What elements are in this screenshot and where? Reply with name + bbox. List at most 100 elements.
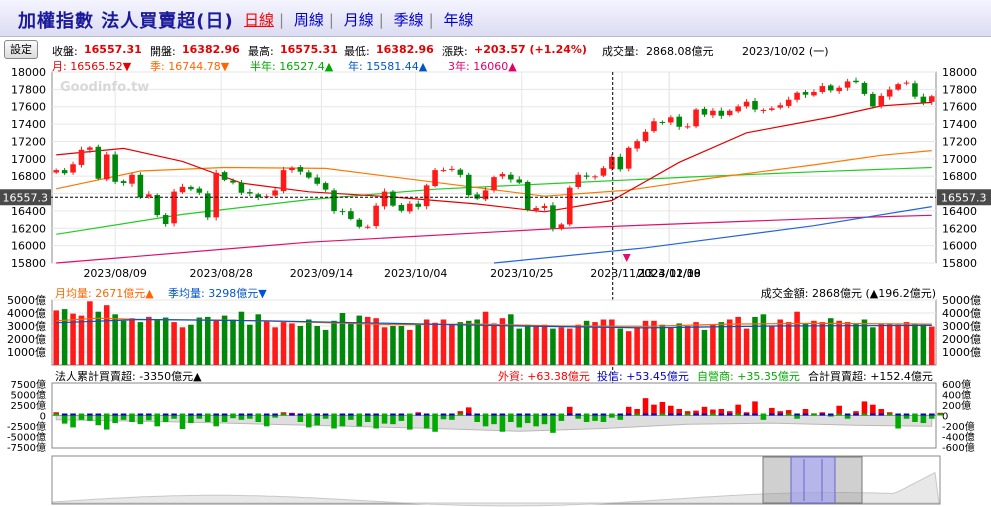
volume-bar <box>583 320 590 365</box>
candle-body <box>457 169 464 175</box>
net-flow-bar <box>802 409 809 416</box>
candle-body <box>61 170 68 174</box>
net-flow-bar <box>61 415 68 424</box>
ma-year-label: 年: 15581.44▲ <box>348 60 428 73</box>
volume-bar <box>331 320 337 365</box>
net-flow-bar <box>760 415 767 420</box>
volume-bar <box>188 324 194 365</box>
net-flow-bar <box>508 415 514 422</box>
trust-dealer-bar <box>836 413 842 416</box>
trust-dealer-bar <box>364 413 371 416</box>
tab-quarterly[interactable]: 季線 <box>393 11 424 29</box>
trust-dealer-bar <box>289 413 295 416</box>
trust-dealer-bar <box>373 413 379 416</box>
candle-body <box>221 172 228 180</box>
volume-bar <box>95 311 102 365</box>
volume-bar <box>533 326 539 365</box>
ma-line-ma120 <box>56 166 932 235</box>
trust-dealer-bar <box>903 413 910 416</box>
candle-body <box>802 92 809 95</box>
flow-tick-label-right: -600億 <box>942 441 975 454</box>
flow-tick-label: 0 <box>40 412 46 423</box>
candle-body <box>541 206 548 209</box>
candle-body <box>827 85 834 91</box>
flow-legend-1: 投信: +53.45億元 <box>597 369 689 383</box>
candle-body <box>449 168 455 170</box>
candle-body <box>390 191 396 206</box>
candle-body <box>364 226 371 228</box>
volume-tick-label-right: 3000億 <box>942 320 981 333</box>
trust-dealer-bar <box>120 413 127 416</box>
trust-dealer-bar <box>146 413 152 416</box>
candle-body <box>322 183 329 190</box>
net-flow-bar <box>642 398 649 416</box>
date-tick-label: 2024/01/08 <box>637 267 700 280</box>
volume-legend-month: 月均量: 2671億元▲ <box>55 287 154 300</box>
candle-body <box>735 106 741 112</box>
trust-dealer-bar <box>398 413 405 416</box>
volume-bar <box>575 324 581 365</box>
net-flow-bar <box>162 415 169 422</box>
low-label: 最低: <box>344 45 370 58</box>
volume-bar <box>238 311 245 365</box>
quote-date: 2023/10/02 (一) <box>742 45 829 58</box>
trust-dealer-bar <box>575 413 581 416</box>
trust-dealer-bar <box>701 413 708 416</box>
close-value: 16557.31 <box>84 43 142 56</box>
candle-body <box>331 190 337 212</box>
volume-bar <box>558 327 565 365</box>
trust-dealer-bar <box>693 413 699 416</box>
volume-bar <box>811 320 817 365</box>
trust-dealer-bar <box>449 413 455 416</box>
volume-bar <box>322 329 329 365</box>
trust-dealer-bar <box>137 413 144 416</box>
net-flow-bar <box>524 415 531 424</box>
trust-dealer-bar <box>87 413 93 416</box>
trust-dealer-bar <box>103 413 110 416</box>
candle-body <box>550 205 556 229</box>
candle-body <box>819 86 826 92</box>
trust-dealer-bar <box>886 413 893 416</box>
selected-day-marker <box>622 254 631 262</box>
trust-dealer-bar <box>213 413 219 416</box>
price-tick-label: 17000 <box>11 153 46 166</box>
net-flow-bar <box>112 415 118 424</box>
flow-legend-0: 外資: +63.38億元 <box>498 370 590 383</box>
trust-dealer-bar <box>785 413 792 416</box>
trust-dealer-bar <box>196 413 203 416</box>
net-flow-bar <box>331 415 337 429</box>
candle-body <box>743 101 750 107</box>
candle-body <box>853 80 859 83</box>
volume-bar <box>415 324 422 365</box>
settings-button[interactable]: 設定 <box>4 40 38 59</box>
net-flow-bar <box>373 415 379 429</box>
net-flow-bar <box>592 415 598 421</box>
price-tick-label: 18000 <box>11 66 46 79</box>
net-flow-bar <box>625 406 632 416</box>
trust-dealer-bar <box>423 413 430 416</box>
candle-body <box>398 204 405 211</box>
trust-dealer-bar <box>314 413 320 416</box>
net-flow-bar <box>398 415 405 421</box>
tab-yearly[interactable]: 年線 <box>443 11 474 29</box>
price-tick-label-right: 16200 <box>942 222 977 235</box>
price-tick-label-right: 17600 <box>942 101 977 114</box>
volume-bar <box>120 320 127 365</box>
candle-body <box>204 193 211 218</box>
tab-monthly[interactable]: 月線 <box>343 11 374 29</box>
net-flow-bar <box>263 415 270 427</box>
candle-body <box>297 167 304 172</box>
header-bar: 加權指數 法人買賣超(日) 日線 | 周線 | 月線 | 季線 | 年線 <box>0 0 991 37</box>
tab-weekly[interactable]: 周線 <box>293 11 324 29</box>
net-flow-bar <box>457 411 464 416</box>
open-label: 開盤: <box>150 45 176 58</box>
tab-daily[interactable]: 日線 <box>244 11 275 29</box>
net-flow-bar <box>137 415 144 425</box>
volume-bar <box>204 316 211 365</box>
trust-dealer-bar <box>642 413 649 416</box>
volume-bar <box>516 328 523 365</box>
candle-body <box>760 109 767 111</box>
date-tick-label: 2023/10/25 <box>490 267 553 280</box>
current-value-badge-right-text: 16557.3 <box>941 191 987 204</box>
net-flow-bar <box>895 415 901 429</box>
